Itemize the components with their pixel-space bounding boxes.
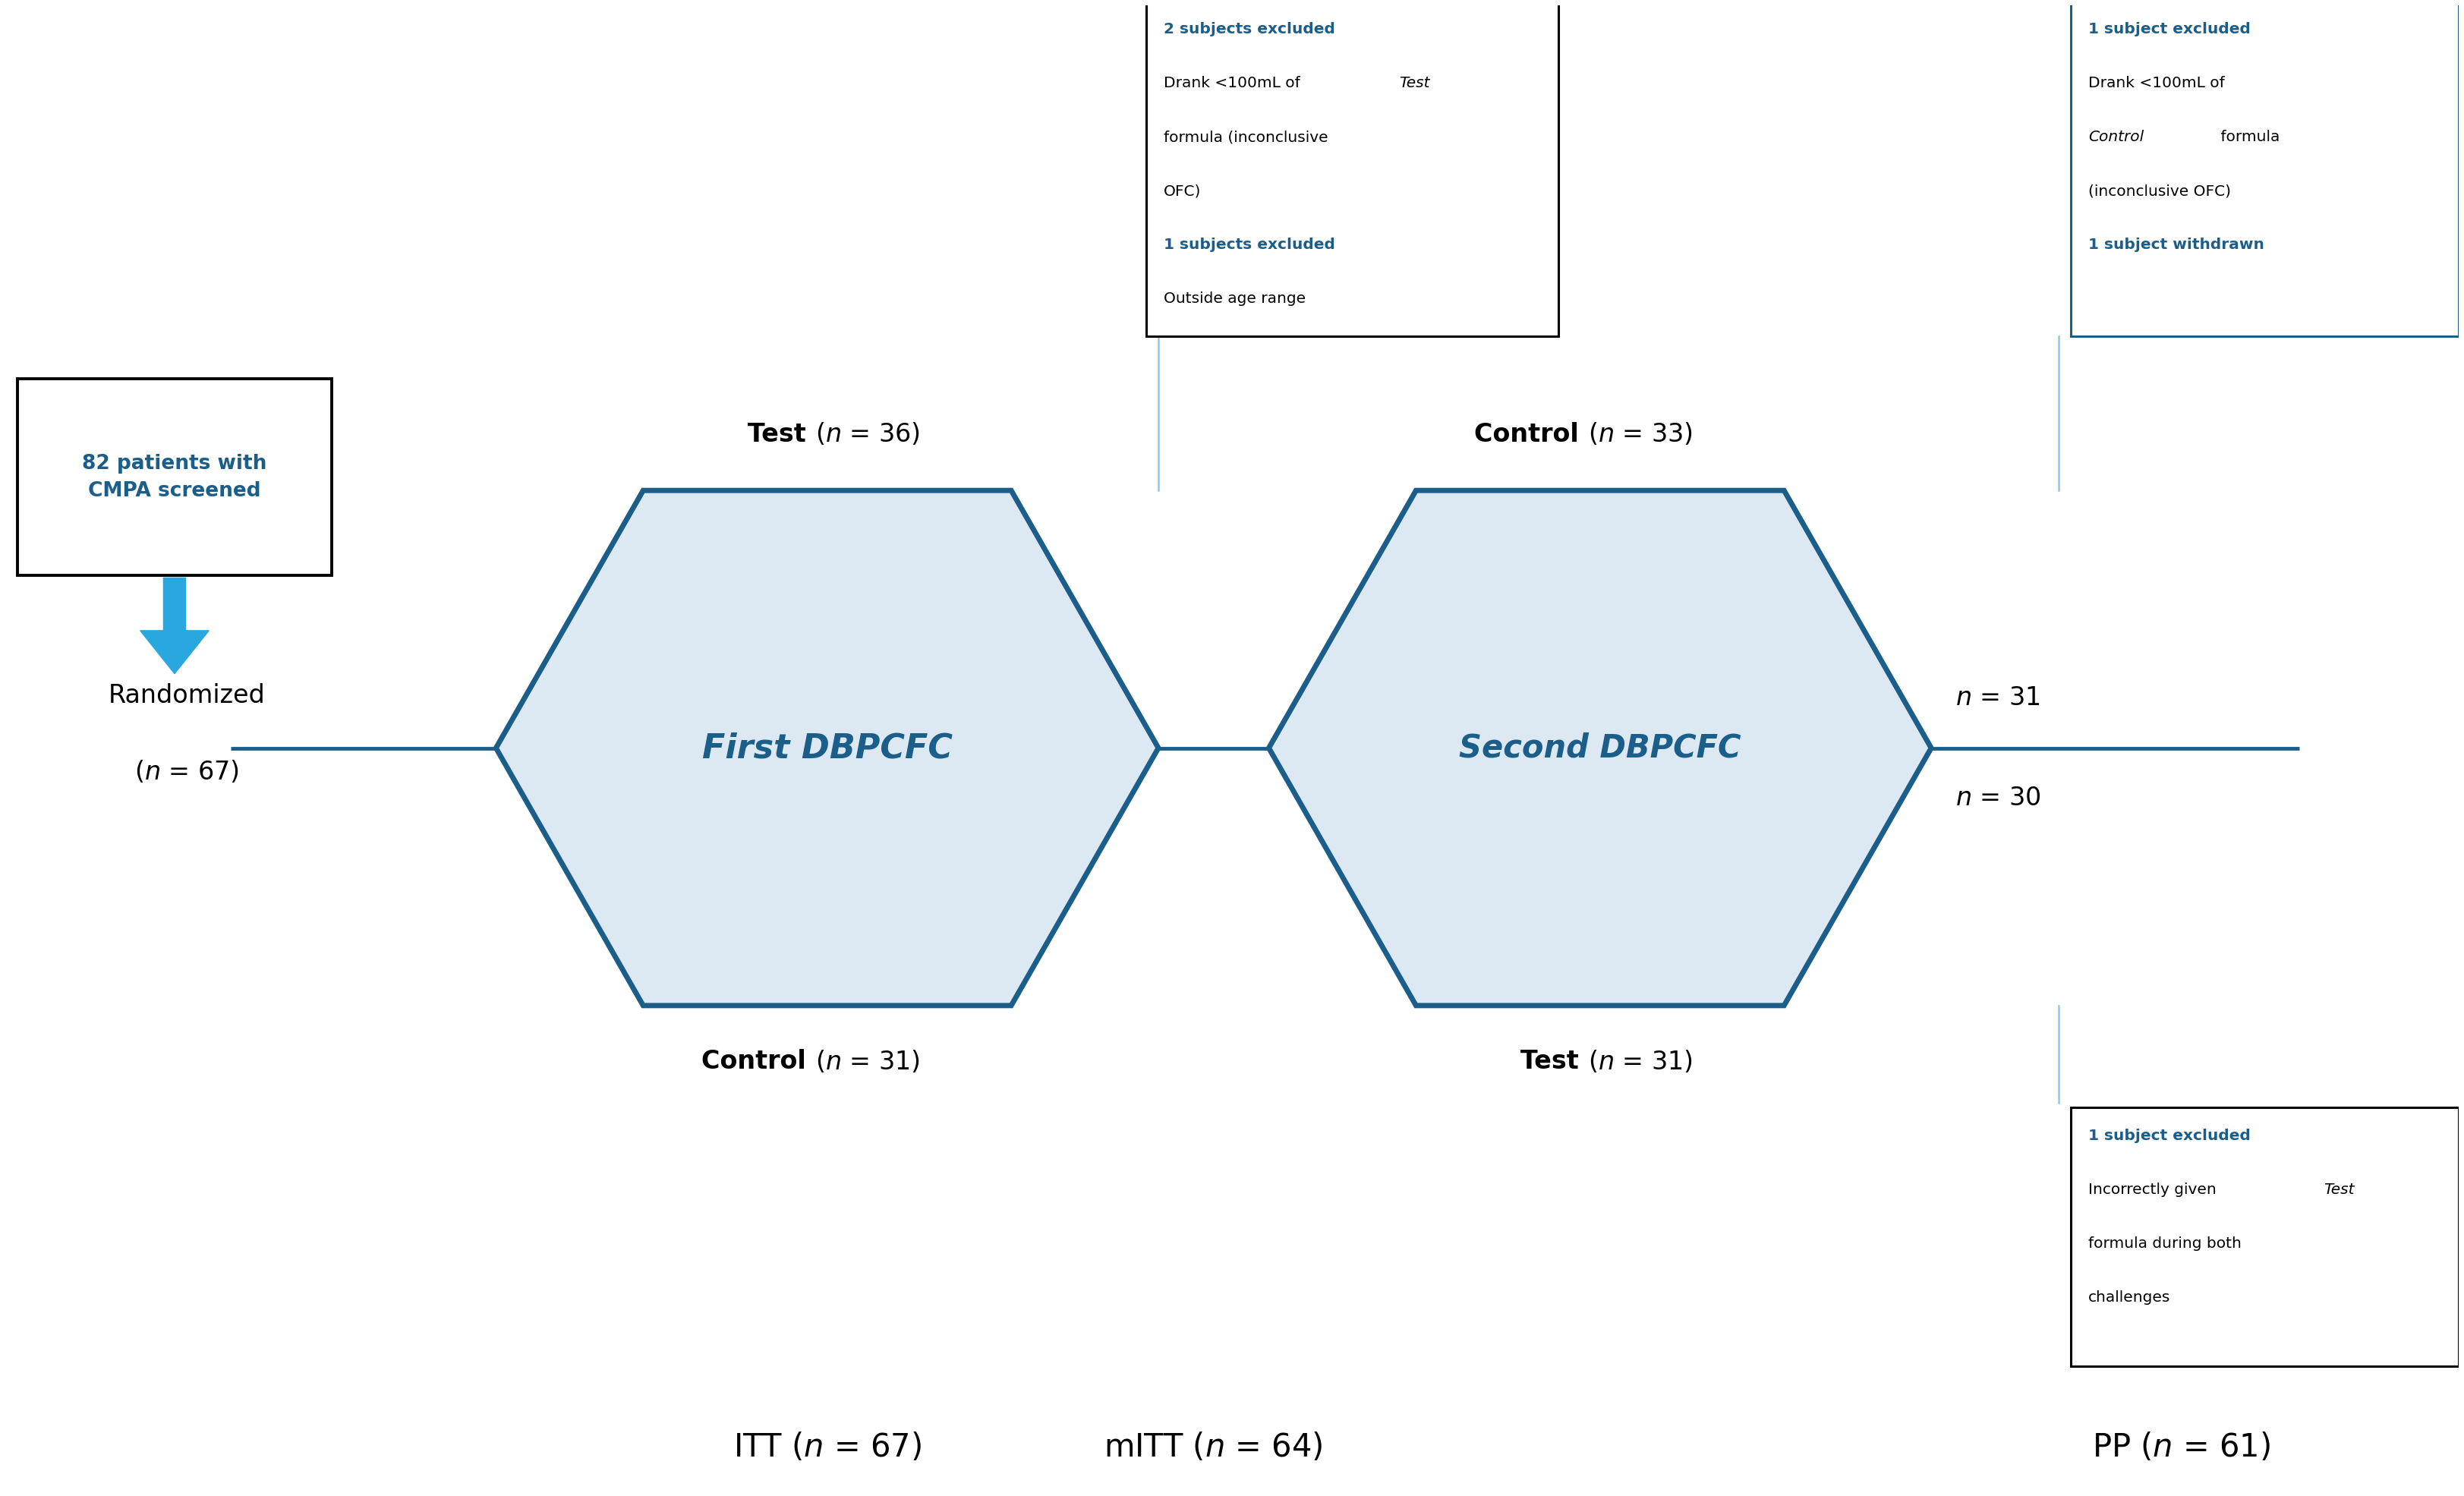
Text: Second DBPCFC: Second DBPCFC (1459, 732, 1742, 764)
Text: Outside age range: Outside age range (1163, 292, 1306, 307)
Text: 82 patients with
CMPA screened: 82 patients with CMPA screened (81, 453, 266, 501)
Text: 1 subjects excluded: 1 subjects excluded (1163, 238, 1335, 253)
Text: Drank <100mL of: Drank <100mL of (2089, 76, 2225, 90)
FancyBboxPatch shape (1343, 700, 1809, 796)
Text: $n$ = 30: $n$ = 30 (1956, 785, 2040, 811)
Text: Drank <100mL of: Drank <100mL of (1163, 76, 1303, 90)
Text: formula: formula (2215, 130, 2279, 144)
Text: ($n$ = 67): ($n$ = 67) (136, 758, 239, 785)
Text: formula (inconclusive: formula (inconclusive (1163, 130, 1328, 144)
FancyBboxPatch shape (2072, 1107, 2459, 1366)
Text: formula during both: formula during both (2089, 1237, 2242, 1251)
FancyBboxPatch shape (1146, 0, 1557, 337)
Text: Test: Test (1520, 1049, 1587, 1074)
FancyBboxPatch shape (606, 700, 998, 796)
Text: 2 subjects excluded: 2 subjects excluded (1163, 22, 1335, 36)
Text: Control: Control (1473, 422, 1587, 447)
Text: (inconclusive OFC): (inconclusive OFC) (2089, 184, 2230, 197)
Text: 1 subject withdrawn: 1 subject withdrawn (2089, 238, 2264, 253)
Text: ($n$ = 33): ($n$ = 33) (1587, 422, 1693, 447)
Text: challenges: challenges (2089, 1291, 2171, 1305)
Polygon shape (1269, 491, 1932, 1005)
Text: PP ($n$ = 61): PP ($n$ = 61) (2092, 1432, 2272, 1463)
Text: Test: Test (749, 422, 816, 447)
Text: ($n$ = 31): ($n$ = 31) (1587, 1049, 1693, 1074)
Text: Control: Control (702, 1049, 816, 1074)
FancyBboxPatch shape (17, 378, 333, 576)
Text: ITT ($n$ = 67): ITT ($n$ = 67) (734, 1432, 922, 1463)
Text: Control: Control (2089, 130, 2144, 144)
Text: Incorrectly given: Incorrectly given (2089, 1183, 2220, 1197)
Text: 1 subject excluded: 1 subject excluded (2089, 22, 2250, 36)
Polygon shape (495, 491, 1158, 1005)
Text: 1 subject excluded: 1 subject excluded (2089, 1129, 2250, 1143)
Text: First DBPCFC: First DBPCFC (702, 732, 954, 764)
Text: Test: Test (1400, 76, 1429, 90)
Text: Randomized: Randomized (108, 682, 266, 708)
Text: OFC): OFC) (1163, 184, 1200, 197)
Text: Test: Test (2324, 1183, 2356, 1197)
Text: $n$ = 31: $n$ = 31 (1956, 685, 2040, 711)
Text: ($n$ = 36): ($n$ = 36) (816, 422, 919, 447)
Text: mITT ($n$ = 64): mITT ($n$ = 64) (1104, 1432, 1323, 1463)
FancyArrow shape (140, 577, 209, 673)
FancyBboxPatch shape (2072, 0, 2459, 337)
Text: ($n$ = 31): ($n$ = 31) (816, 1049, 919, 1074)
